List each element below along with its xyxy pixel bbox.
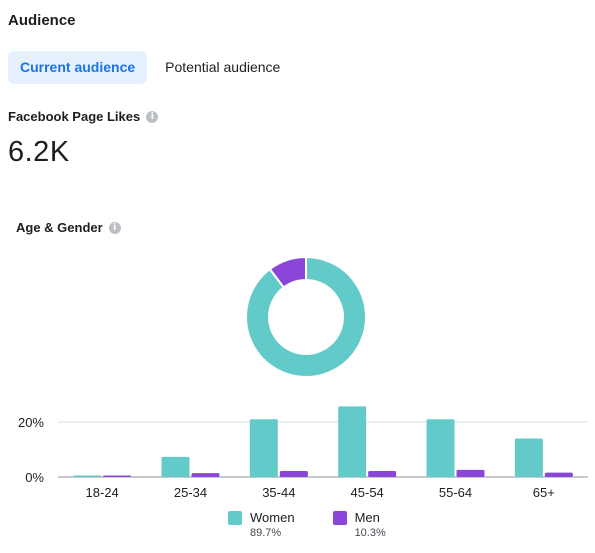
men-swatch — [332, 510, 347, 525]
bar-women-65+ — [514, 438, 543, 477]
info-icon[interactable]: i — [108, 221, 121, 234]
women-swatch — [228, 510, 242, 525]
legend-pct-men: 10.3% — [354, 527, 386, 539]
age-gender-label: Age & Gender — [16, 220, 103, 235]
donut-slice-women — [245, 255, 367, 378]
x-tick-label: 25-34 — [174, 485, 207, 500]
bar-men-45-54 — [368, 470, 397, 477]
bar-women-55-64 — [426, 419, 455, 477]
x-tick-label: 45-54 — [351, 485, 384, 500]
bar-women-25-34 — [161, 456, 190, 477]
age-gender-chart: 20% 0% 18-24 25-34 35-44 45-54 55-64 65+ — [18, 255, 588, 500]
y-tick-label: 0% — [25, 470, 44, 485]
bar-women-35-44 — [249, 419, 278, 477]
page-title: Audience — [8, 12, 76, 29]
age-gender-header: Age & Gender i — [16, 220, 121, 235]
legend: Women 89.7% Men 10.3% — [228, 510, 386, 539]
bar-men-25-34 — [191, 473, 220, 477]
page-likes-label: Facebook Page Likes — [8, 109, 141, 124]
bar-men-35-44 — [279, 470, 308, 477]
legend-label-men: Men — [354, 510, 380, 525]
legend-item-women[interactable]: Women 89.7% — [228, 510, 295, 539]
tab-current-audience[interactable]: Current audience — [8, 51, 148, 84]
x-tick-label: 65+ — [533, 485, 555, 500]
legend-pct-women: 89.7% — [250, 527, 282, 539]
tab-potential-audience[interactable]: Potential audience — [165, 59, 281, 75]
legend-item-men[interactable]: Men 10.3% — [332, 510, 386, 539]
bar-men-55-64 — [456, 469, 485, 477]
page-likes-value: 6.2K — [8, 136, 70, 168]
bar-women-18-24 — [73, 475, 102, 477]
page-likes-header: Facebook Page Likes i — [8, 109, 159, 124]
x-tick-label: 55-64 — [439, 485, 472, 500]
legend-label-women: Women — [250, 510, 295, 525]
y-tick-label: 20% — [18, 415, 44, 430]
x-tick-label: 35-44 — [262, 485, 295, 500]
bar-men-18-24 — [103, 475, 132, 477]
info-icon[interactable]: i — [146, 110, 159, 123]
audience-tabs: Current audience Potential audience — [8, 51, 292, 84]
bar-women-45-54 — [338, 406, 367, 477]
x-tick-label: 18-24 — [86, 485, 119, 500]
bar-men-65+ — [544, 472, 573, 477]
